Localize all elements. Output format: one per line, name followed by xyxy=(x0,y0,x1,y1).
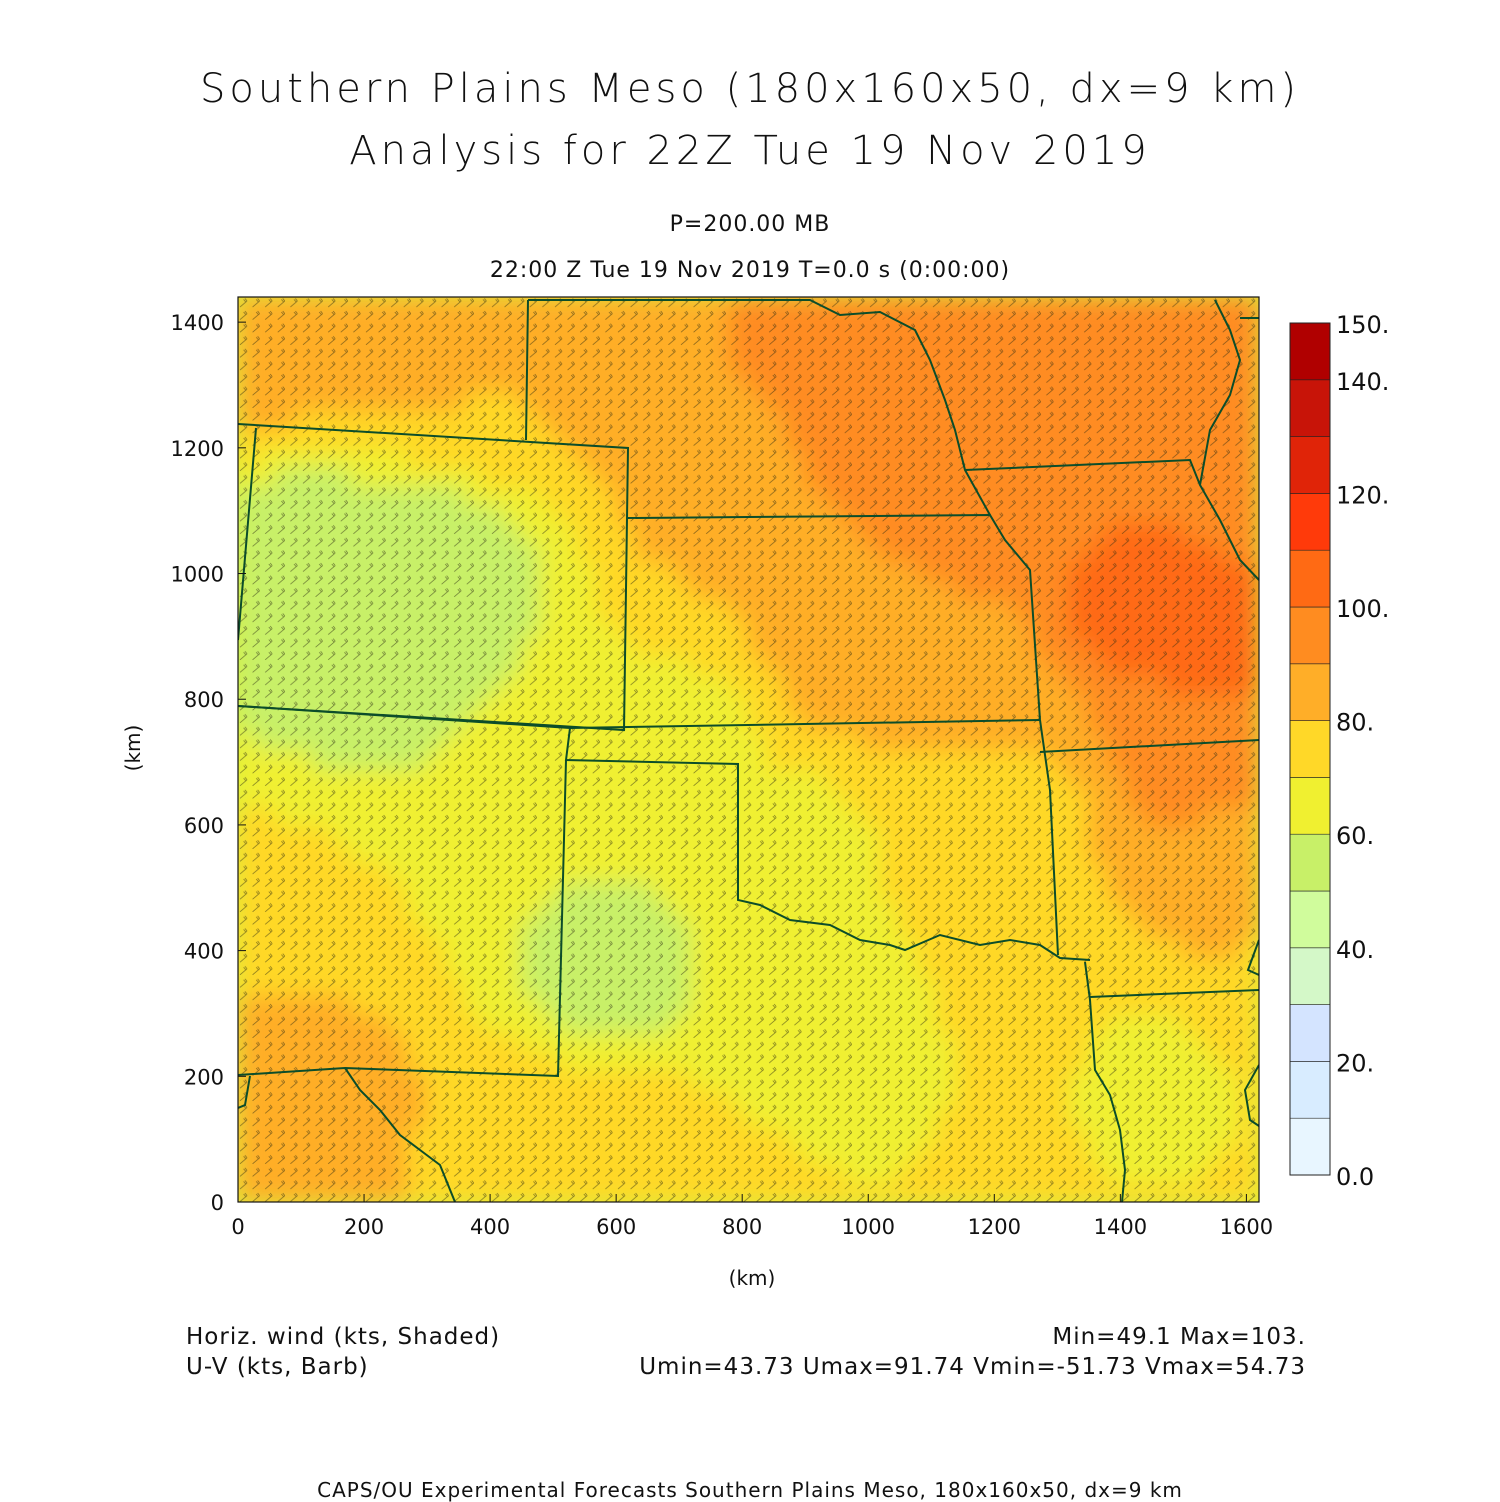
border-kansas-oklahoma xyxy=(569,719,1041,729)
colorbar-tick-label: 100. xyxy=(1336,595,1389,623)
colorbar-segment xyxy=(1289,720,1331,778)
colorbar-segment xyxy=(1289,549,1331,608)
uv-stats-readout: Umin=43.73 Umax=91.74 Vmin=-51.73 Vmax=5… xyxy=(639,1354,1306,1380)
border-arkansas-louisiana xyxy=(1089,989,1259,998)
pressure-level: P=200.00 MB xyxy=(669,212,831,237)
colorbar-segment xyxy=(1289,1004,1331,1062)
border-sw xyxy=(238,1075,251,1109)
y-axis: 0 200 400 600 800 1000 1200 1400 xyxy=(171,311,246,1215)
colorbar-tick-label: 120. xyxy=(1336,481,1389,509)
colorbar-tick-label: 40. xyxy=(1336,936,1374,964)
colorbar-segment xyxy=(1289,777,1331,835)
border-west xyxy=(238,427,257,641)
border-wyoming-nebraska xyxy=(525,299,529,441)
colorbar-segment xyxy=(1289,947,1331,1005)
border-rio-grande xyxy=(344,1067,456,1202)
border-nebraska-iowa xyxy=(528,299,991,516)
x-axis-label: (km) xyxy=(729,1266,776,1290)
border-iowa-missouri xyxy=(964,458,1201,486)
y-axis-label: (km) xyxy=(121,725,145,772)
y-tick-label: 600 xyxy=(184,814,224,838)
y-tick-label: 200 xyxy=(184,1065,224,1089)
y-tick-label: 1400 xyxy=(171,311,224,335)
min-max-readout: Min=49.1 Max=103. xyxy=(1052,1324,1306,1350)
y-tick-label: 800 xyxy=(184,688,224,712)
colorbar-segment xyxy=(1289,493,1331,551)
x-tick-label: 600 xyxy=(596,1215,636,1239)
x-tick-label: 1000 xyxy=(842,1215,895,1239)
x-tick-label: 1200 xyxy=(968,1215,1021,1239)
credits-line: CAPS/OU Experimental Forecasts Southern … xyxy=(317,1478,1183,1502)
colorbar: 0.0 20. 40. 60. 80. 100. 120. 140. 150. xyxy=(1289,311,1389,1191)
border-new-mexico xyxy=(238,759,567,1078)
colorbar-segment xyxy=(1289,322,1331,381)
colorbar-tick-label: 60. xyxy=(1336,822,1374,850)
colorbar-segment xyxy=(1289,606,1331,665)
border-missouri-arkansas xyxy=(1039,739,1259,753)
colorbar-tick-label: 0.0 xyxy=(1336,1163,1374,1191)
plot-frame xyxy=(237,296,1260,1203)
map-title-line1: Southern Plains Meso (180x160x50, dx=9 k… xyxy=(199,66,1301,112)
colorbar-segment xyxy=(1289,1061,1331,1119)
colorbar-segment xyxy=(1289,1117,1331,1176)
colorbar-segment xyxy=(1289,663,1331,721)
colorbar-segment xyxy=(1289,890,1331,949)
colorbar-tick-label: 20. xyxy=(1336,1049,1374,1077)
shaded-field-label: Horiz. wind (kts, Shaded) xyxy=(186,1324,501,1350)
colorbar-segment xyxy=(1289,436,1331,494)
x-tick-label: 200 xyxy=(344,1215,384,1239)
y-tick-label: 400 xyxy=(184,940,224,964)
border-east-small-2 xyxy=(1243,1064,1259,1127)
x-tick-label: 400 xyxy=(470,1215,510,1239)
y-tick-label: 1000 xyxy=(171,563,224,587)
border-east-small xyxy=(1246,939,1259,976)
colorbar-tick-label: 150. xyxy=(1336,311,1389,339)
x-tick-label: 0 xyxy=(231,1215,244,1239)
border-oklahoma-texas xyxy=(238,705,1091,961)
x-tick-label: 1400 xyxy=(1094,1215,1147,1239)
border-texas-louisiana xyxy=(1084,961,1127,1202)
map-title-line2: Analysis for 22Z Tue 19 Nov 2019 xyxy=(349,128,1151,174)
colorbar-tick-label: 80. xyxy=(1336,709,1374,737)
y-tick-label: 1200 xyxy=(171,437,224,461)
valid-time: 22:00 Z Tue 19 Nov 2019 T=0.0 s (0:00:00… xyxy=(489,258,1011,283)
colorbar-segment xyxy=(1289,833,1331,892)
x-tick-label: 800 xyxy=(722,1215,762,1239)
x-tick-label: 1600 xyxy=(1220,1215,1273,1239)
state-borders xyxy=(238,299,1259,1202)
border-mississippi-river xyxy=(1198,299,1259,581)
y-tick-label: 0 xyxy=(211,1191,224,1215)
plot-area xyxy=(237,296,1260,1203)
barb-field-label: U-V (kts, Barb) xyxy=(186,1354,369,1380)
colorbar-segment xyxy=(1289,379,1331,437)
x-axis: 0 200 400 600 800 1000 1200 1400 1600 xyxy=(231,1194,1273,1239)
colorbar-tick-label: 140. xyxy=(1336,368,1389,396)
